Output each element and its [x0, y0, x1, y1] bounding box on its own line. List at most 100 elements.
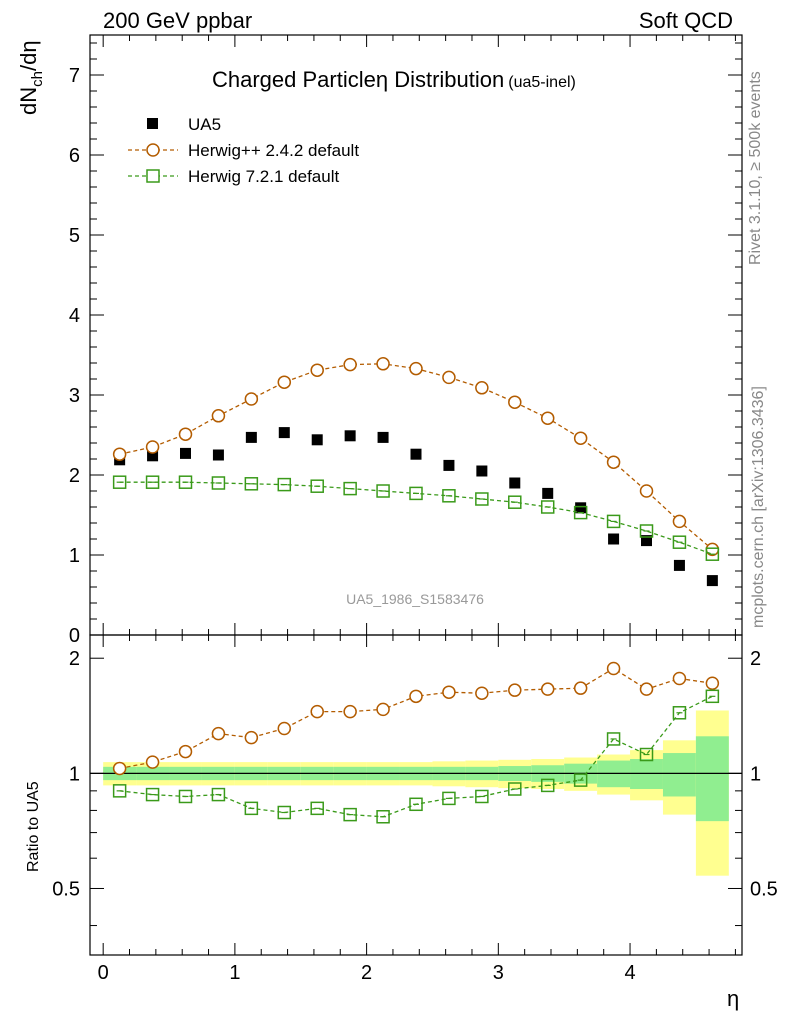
main-point-0-18	[706, 575, 718, 587]
ratio-point-0-7	[343, 704, 357, 719]
main-point-1-16	[639, 484, 654, 498]
main-point-2-4	[244, 477, 259, 491]
ratio-point-0-13	[540, 682, 555, 696]
ratio-series-0	[112, 661, 720, 776]
ratio-band-inner	[695, 736, 729, 822]
main-point-0-17	[673, 559, 685, 571]
x-axis-label: η	[727, 986, 739, 1011]
legend: UA5 Herwig++ 2.4.2 default Herwig 7.2.1 …	[128, 115, 359, 186]
main-point-2-18	[705, 547, 720, 561]
main-point-1-2	[178, 427, 193, 441]
main-point-1-12	[508, 395, 522, 409]
main-point-0-14	[575, 502, 587, 514]
main-point-2-6	[310, 479, 324, 493]
main-point-2-1	[145, 475, 160, 489]
ratio-point-1-1	[145, 787, 160, 802]
x-tick-label: 0	[98, 962, 109, 984]
ratio-point-1-12	[508, 782, 522, 796]
ratio-point-0-2	[178, 744, 193, 759]
main-y-tick-label: 1	[69, 545, 80, 567]
main-point-0-2	[179, 447, 191, 459]
legend-marker-ua5	[147, 118, 158, 129]
main-point-1-15	[606, 455, 621, 469]
main-point-2-16	[639, 524, 654, 538]
ratio-y-tick-label-right: 2	[750, 648, 761, 670]
main-y-tick-label: 5	[69, 225, 80, 247]
ratio-point-1-3	[211, 787, 226, 802]
main-point-0-16	[641, 535, 653, 547]
ratio-point-0-14	[573, 681, 588, 695]
legend-label-herwig7: Herwig 7.2.1 default	[188, 167, 339, 186]
ratio-point-1-6	[310, 801, 324, 816]
ratio-point-1-18	[705, 689, 720, 704]
ratio-point-0-10	[442, 685, 456, 699]
ratio-point-1-10	[442, 791, 456, 806]
ratio-y-tick-label-left: 1	[69, 763, 80, 785]
main-point-1-5	[277, 375, 292, 389]
main-point-0-1	[147, 450, 159, 462]
header-right: Soft QCD	[639, 8, 733, 33]
ratio-y-tick-label-left: 2	[69, 648, 80, 670]
main-point-0-6	[311, 434, 323, 446]
main-point-0-7	[344, 430, 356, 442]
main-point-1-3	[211, 409, 226, 423]
ratio-y-tick-label-right: 1	[750, 763, 761, 785]
main-point-2-13	[540, 500, 555, 514]
analysis-annotation: UA5_1986_S1583476	[346, 591, 484, 607]
ratio-point-1-15	[606, 732, 621, 746]
main-point-1-14	[573, 431, 588, 445]
main-point-1-11	[475, 381, 489, 395]
main-y-tick-label: 6	[69, 145, 80, 167]
ratio-point-1-4	[244, 801, 259, 816]
main-series-0	[114, 427, 718, 587]
main-point-2-15	[606, 514, 621, 529]
ratio-point-0-8	[376, 702, 390, 717]
main-point-2-9	[409, 486, 423, 501]
main-point-0-5	[278, 427, 290, 439]
main-point-2-11	[475, 492, 489, 506]
ratio-point-0-4	[244, 730, 259, 745]
ratio-point-0-6	[310, 704, 324, 719]
main-point-2-7	[343, 481, 357, 496]
main-ylabel: dNch/dη	[16, 40, 46, 115]
main-series-2	[112, 475, 720, 561]
legend-label-ua5: UA5	[188, 115, 221, 134]
ratio-bands	[90, 710, 742, 876]
ratio-point-0-9	[409, 689, 423, 704]
main-point-0-10	[443, 459, 455, 471]
ratio-point-1-9	[409, 797, 423, 812]
main-point-1-4	[244, 392, 259, 406]
legend-marker-herwig7	[146, 169, 160, 183]
ratio-point-0-15	[606, 661, 621, 676]
plot-layer: 0 1 2 3 4 0 1 2 3 4 5 6 7 0.5 0.5 1 1 2 2	[52, 34, 778, 984]
mcplots-label: mcplots.cern.ch [arXiv:1306.3436]	[750, 386, 767, 628]
ratio-series-1	[112, 689, 720, 824]
main-point-1-7	[343, 357, 357, 372]
x-tick-label: 2	[361, 962, 372, 984]
ratio-point-0-0	[112, 761, 127, 776]
ratio-point-0-17	[672, 671, 687, 686]
main-point-1-9	[409, 361, 423, 376]
main-point-0-15	[608, 533, 620, 545]
main-point-0-11	[476, 465, 488, 477]
main-point-1-1	[145, 440, 160, 454]
legend-marker-herwigpp	[146, 143, 160, 157]
main-point-1-13	[540, 411, 555, 425]
main-point-2-2	[178, 475, 193, 489]
ratio-point-0-3	[211, 726, 226, 741]
ratio-series-line-0	[119, 667, 713, 770]
ratio-point-0-11	[475, 686, 489, 700]
main-point-2-10	[442, 489, 456, 503]
ratio-point-0-16	[639, 682, 654, 696]
ratio-band-inner	[630, 759, 663, 790]
main-point-0-13	[542, 487, 554, 499]
ratio-point-1-0	[112, 784, 127, 798]
x-tick-label: 1	[229, 962, 240, 984]
main-point-1-0	[112, 447, 127, 461]
ratio-point-1-14	[573, 773, 588, 787]
main-point-1-6	[310, 363, 324, 377]
x-tick-label: 3	[493, 962, 504, 984]
main-point-0-9	[410, 448, 422, 460]
ratio-point-1-5	[277, 805, 292, 820]
ratio-band-inner	[662, 753, 696, 797]
